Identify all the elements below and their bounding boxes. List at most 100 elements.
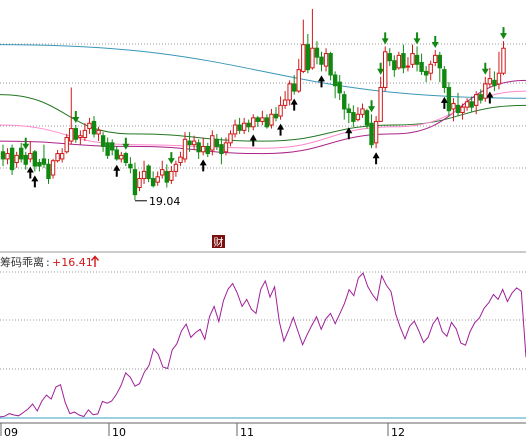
sell-arrow-icon [72,111,80,123]
candle-body [9,147,15,171]
finance-marker[interactable]: 财 [212,235,225,249]
candle [28,141,33,163]
candle [383,46,388,92]
sell-arrow-icon [22,137,30,150]
candle-body [169,170,174,181]
candle-body [37,162,42,167]
candle [210,130,215,156]
sell-arrow-icon [500,27,507,40]
signal-arrows [22,27,507,188]
buy-arrow-icon [486,91,494,104]
x-axis-label: 09 [4,426,18,439]
candle [414,46,420,72]
candle-body [132,169,138,196]
sell-arrow-icon [122,137,130,150]
candle-body [351,112,356,122]
candle-body [32,151,38,167]
candle [346,103,352,124]
candle [5,148,10,165]
candle-body [91,120,97,135]
indicator-line [0,272,526,418]
candle-body [282,99,288,106]
candle-body [437,54,443,69]
candle-body [255,117,261,122]
candle-body [364,110,370,126]
candle [337,75,342,100]
candle-body [369,122,374,146]
candle [355,107,361,122]
candle-body [423,70,429,76]
candle-body [214,138,220,147]
candle-body [460,106,465,114]
candle [319,51,324,72]
buy-arrow-icon [345,127,353,140]
candle [100,132,106,152]
candle-body [314,47,320,58]
candle [474,91,479,115]
buy-arrow-icon [440,96,448,109]
candle [150,171,156,188]
candle [223,137,229,156]
candle [296,58,301,93]
sell-arrow-icon [431,36,439,48]
candle-body [305,44,311,71]
candle [373,116,379,149]
candle [392,55,397,77]
candle-body [164,170,170,183]
candle-body [55,153,60,162]
candle-body [223,142,229,153]
candle-body [205,145,210,155]
candle-body [141,170,147,180]
candle [78,130,83,145]
candle-body [328,53,333,76]
candle-body [173,163,179,172]
candle-body [87,122,92,130]
ma-line-1 [0,44,526,99]
candle [410,44,415,68]
candle-body [387,53,392,62]
candle [401,44,406,74]
candle-body [82,129,88,139]
finance-marker-label: 财 [214,236,224,249]
candle-body [73,128,78,140]
candle-body [451,103,456,110]
candle-body [23,154,28,165]
candle-body [469,101,474,108]
candle [214,133,220,150]
candle [323,48,329,72]
candle-body [273,113,279,119]
candle-body [337,81,342,94]
candle-body [487,78,493,85]
candle [442,66,447,93]
candle-body [292,83,297,92]
candle-body [46,163,51,180]
candle-body [28,153,33,160]
candle [273,107,279,122]
candle-body [155,176,160,183]
candle-body [110,142,115,151]
sell-arrow-icon [377,62,385,75]
candle-body [360,108,365,115]
candle-body [355,113,361,121]
candle [492,71,497,92]
sell-arrow-icon [481,62,489,75]
candlestick-series [0,8,506,200]
sell-arrow-icon [167,152,175,165]
candle [91,116,97,138]
sell-arrow-icon [368,100,376,113]
x-axis-label: 11 [240,426,254,439]
indicator-name: 筹码乖离 [0,255,44,269]
sell-arrow-icon [413,32,421,45]
buy-arrow-icon [290,98,298,111]
candle [137,171,142,192]
candle-body [123,153,129,163]
candle [132,162,138,200]
low-price-annotation: 19.04 [134,195,180,208]
candle [387,48,392,67]
sell-arrow-icon [381,32,389,45]
candle-body [414,54,420,65]
candle [119,151,124,163]
candle-body [378,87,383,122]
candle-body [246,122,251,128]
